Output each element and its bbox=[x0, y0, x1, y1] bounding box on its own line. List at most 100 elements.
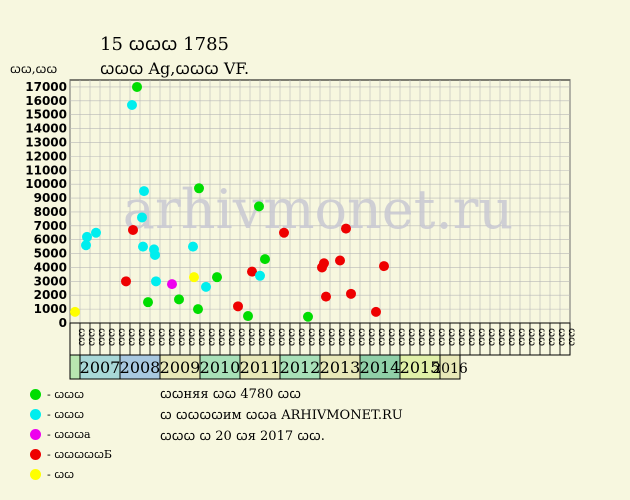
half-year-label: ꞷꞷ bbox=[486, 328, 497, 346]
year-cell bbox=[159, 354, 201, 380]
year-cell bbox=[119, 354, 161, 380]
half-year-label: ꞷꞷ bbox=[496, 328, 507, 346]
half-year-label: ꞷꞷ bbox=[246, 328, 257, 346]
note-date: ꞷꞷꞷ ꞷ 20 ꞷя 2017 ꞷꞷ. bbox=[160, 429, 325, 444]
half-year-label: ꞷꞷ bbox=[266, 328, 277, 346]
data-point bbox=[247, 266, 257, 277]
data-point bbox=[379, 261, 389, 272]
half-year-label: ꞷꞷ bbox=[116, 328, 127, 346]
legend-label: - ꞷꞷ bbox=[47, 467, 75, 481]
half-year-label: ꞷꞷ bbox=[146, 328, 157, 346]
half-year-label: ꞷꞷ bbox=[346, 328, 357, 346]
data-point bbox=[82, 231, 92, 242]
half-year-label: ꞷꞷ bbox=[226, 328, 237, 346]
data-point bbox=[151, 276, 161, 287]
half-year-label: ꞷꞷ bbox=[536, 328, 547, 346]
half-year-label: ꞷꞷ bbox=[236, 328, 247, 346]
legend-marker bbox=[30, 408, 41, 420]
y-tick-label: 3000 bbox=[34, 274, 67, 288]
y-tick-label: 11000 bbox=[25, 163, 67, 177]
legend: - ꞷꞷꞷ - ꞷꞷꞷ - ꞷꞷꞷa - ꞷꞷꞷꞷꞷБ - ꞷꞷ bbox=[30, 384, 112, 484]
y-tick-label: 17000 bbox=[25, 80, 67, 94]
data-point bbox=[81, 240, 91, 251]
chart-title: 15 ꞷꞷꞷ 1785 bbox=[100, 34, 229, 55]
half-year-label: ꞷꞷ bbox=[386, 328, 397, 346]
half-year-label: ꞷꞷ bbox=[396, 328, 407, 346]
legend-item: - ꞷꞷꞷ bbox=[30, 404, 112, 424]
year-label: 2011 bbox=[240, 358, 281, 377]
half-year-label: ꞷꞷ bbox=[156, 328, 167, 346]
half-year-label: ꞷꞷ bbox=[336, 328, 347, 346]
year-label: 2008 bbox=[120, 358, 161, 377]
half-year-label: ꞷꞷ bbox=[126, 328, 137, 346]
legend-item: - ꞷꞷꞷꞷꞷБ bbox=[30, 444, 112, 464]
year-cell bbox=[79, 354, 121, 380]
data-point bbox=[335, 255, 345, 266]
data-point bbox=[212, 272, 222, 283]
data-point bbox=[128, 224, 138, 235]
half-year-label: ꞷꞷ bbox=[76, 328, 87, 346]
y-tick-label: 5000 bbox=[34, 247, 67, 261]
half-year-label: ꞷꞷ bbox=[566, 328, 577, 346]
half-year-label: ꞷꞷ bbox=[556, 328, 567, 346]
year-cell bbox=[239, 354, 281, 380]
half-year-label: ꞷꞷ bbox=[426, 328, 437, 346]
data-point bbox=[321, 291, 331, 302]
y-tick-label: 7000 bbox=[34, 219, 67, 233]
data-point bbox=[371, 306, 381, 317]
half-year-label: ꞷꞷ bbox=[86, 328, 97, 346]
data-point bbox=[194, 183, 204, 194]
year-label: 2012 bbox=[280, 358, 321, 377]
y-tick-label: 4000 bbox=[34, 260, 67, 274]
half-year-label: ꞷꞷ bbox=[476, 328, 487, 346]
data-point bbox=[167, 279, 177, 290]
data-point bbox=[243, 311, 253, 322]
data-point bbox=[341, 223, 351, 234]
half-year-label: ꞷꞷ bbox=[196, 328, 207, 346]
data-point bbox=[201, 281, 211, 292]
y-tick-label: 10000 bbox=[25, 177, 67, 191]
data-point bbox=[70, 306, 80, 317]
half-year-label: ꞷꞷ bbox=[256, 328, 267, 346]
year-label: 2013 bbox=[320, 358, 361, 377]
half-year-label: ꞷꞷ bbox=[526, 328, 537, 346]
half-year-label: ꞷꞷ bbox=[456, 328, 467, 346]
y-tick-label: 14000 bbox=[25, 122, 67, 136]
half-year-label: ꞷꞷ bbox=[376, 328, 387, 346]
half-year-label: ꞷꞷ bbox=[436, 328, 447, 346]
year-cell bbox=[69, 354, 81, 380]
half-year-label: ꞷꞷ bbox=[326, 328, 337, 346]
y-tick-label: 1000 bbox=[34, 302, 67, 316]
half-year-label: ꞷꞷ bbox=[466, 328, 477, 346]
data-point bbox=[279, 227, 289, 238]
legend-marker bbox=[30, 428, 41, 440]
legend-marker bbox=[30, 468, 41, 480]
y-tick-label: 6000 bbox=[34, 233, 67, 247]
data-point bbox=[233, 301, 243, 312]
note-source: ꞷ ꞷꞷꞷꞷим ꞷꞷa ARHIVMONET.RU bbox=[160, 408, 403, 423]
data-point bbox=[189, 272, 199, 283]
legend-label: - ꞷꞷꞷꞷꞷБ bbox=[47, 447, 113, 461]
half-year-label: ꞷꞷ bbox=[306, 328, 317, 346]
watermark-text: arhivmonet.ru bbox=[123, 178, 513, 241]
notes: ꞷꞷняя ꞷꞷ 4780 ꞷꞷ ꞷ ꞷꞷꞷꞷим ꞷꞷa ARHIVMONET… bbox=[160, 384, 403, 447]
y-tick-label: 0 bbox=[59, 316, 67, 330]
half-year-label: ꞷꞷ bbox=[286, 328, 297, 346]
chart-subtitle: ꞷꞷꞷ Ag,ꞷꞷꞷ VF. bbox=[100, 59, 250, 78]
half-year-label: ꞷꞷ bbox=[516, 328, 527, 346]
note-avg-price: ꞷꞷняя ꞷꞷ 4780 ꞷꞷ bbox=[160, 387, 302, 402]
half-year-label: ꞷꞷ bbox=[406, 328, 417, 346]
data-point bbox=[138, 241, 148, 252]
data-point bbox=[255, 270, 265, 281]
data-point bbox=[303, 311, 313, 322]
data-point bbox=[143, 297, 153, 308]
data-point bbox=[188, 241, 198, 252]
half-year-label: ꞷꞷ bbox=[506, 328, 517, 346]
y-tick-label: 15000 bbox=[25, 108, 67, 122]
half-year-label: ꞷꞷ bbox=[176, 328, 187, 346]
half-year-label: ꞷꞷ bbox=[106, 328, 117, 346]
y-tick-label: 8000 bbox=[34, 205, 67, 219]
year-cell bbox=[279, 354, 321, 380]
half-year-label: ꞷꞷ bbox=[206, 328, 217, 346]
data-point bbox=[121, 276, 131, 287]
